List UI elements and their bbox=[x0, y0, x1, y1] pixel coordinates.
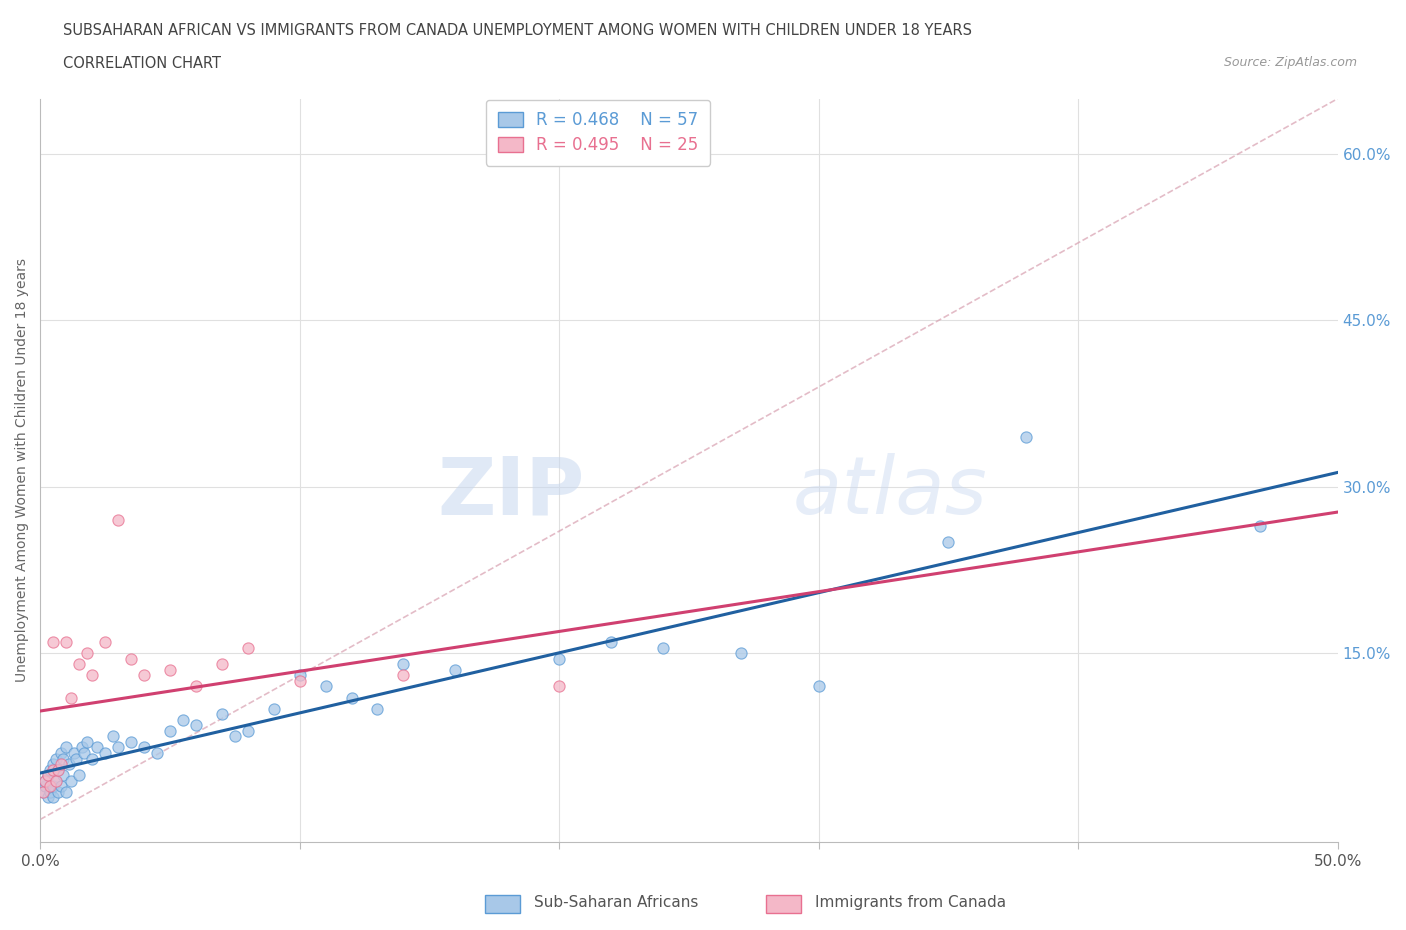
Point bbox=[366, 701, 388, 716]
Point bbox=[58, 757, 80, 772]
Point bbox=[31, 784, 53, 799]
Point bbox=[55, 634, 77, 649]
Point bbox=[42, 763, 65, 777]
Point bbox=[172, 712, 194, 727]
Point bbox=[392, 657, 415, 671]
Point bbox=[34, 773, 56, 788]
Point bbox=[444, 662, 467, 677]
Point bbox=[42, 757, 65, 772]
Point bbox=[236, 640, 259, 655]
Point bbox=[159, 724, 181, 738]
Point bbox=[34, 773, 56, 788]
Point bbox=[45, 773, 67, 788]
Point bbox=[39, 763, 62, 777]
Point bbox=[101, 729, 124, 744]
Point bbox=[42, 634, 65, 649]
Point bbox=[548, 651, 571, 666]
Point bbox=[52, 751, 75, 766]
Point bbox=[60, 773, 83, 788]
Point bbox=[55, 784, 77, 799]
Point bbox=[224, 729, 246, 744]
Point bbox=[45, 773, 67, 788]
Point bbox=[211, 707, 233, 722]
Point bbox=[60, 690, 83, 705]
Point bbox=[34, 778, 56, 793]
Point bbox=[132, 668, 155, 683]
Text: Source: ZipAtlas.com: Source: ZipAtlas.com bbox=[1223, 56, 1357, 69]
Point bbox=[52, 768, 75, 783]
Point bbox=[86, 740, 108, 755]
Point bbox=[46, 784, 69, 799]
Point bbox=[392, 668, 415, 683]
Point bbox=[94, 634, 117, 649]
Point bbox=[49, 778, 72, 793]
Point bbox=[73, 746, 96, 761]
Point bbox=[1249, 518, 1271, 533]
Point bbox=[49, 757, 72, 772]
Text: Sub-Saharan Africans: Sub-Saharan Africans bbox=[534, 895, 699, 910]
Point bbox=[70, 740, 93, 755]
Point bbox=[39, 778, 62, 793]
Point bbox=[600, 634, 623, 649]
Y-axis label: Unemployment Among Women with Children Under 18 years: Unemployment Among Women with Children U… bbox=[15, 259, 30, 683]
Point bbox=[39, 784, 62, 799]
Point bbox=[288, 673, 311, 688]
Point bbox=[31, 784, 53, 799]
Point bbox=[80, 668, 103, 683]
Point bbox=[55, 740, 77, 755]
Point bbox=[67, 768, 90, 783]
Point bbox=[263, 701, 285, 716]
Point bbox=[46, 763, 69, 777]
Point bbox=[67, 657, 90, 671]
Point bbox=[184, 718, 207, 733]
Point bbox=[65, 751, 87, 766]
Point bbox=[42, 778, 65, 793]
Point bbox=[42, 790, 65, 804]
Point bbox=[120, 651, 142, 666]
Point bbox=[46, 763, 69, 777]
Point bbox=[146, 746, 169, 761]
Point bbox=[132, 740, 155, 755]
Point bbox=[80, 751, 103, 766]
Point bbox=[1015, 430, 1038, 445]
Point bbox=[211, 657, 233, 671]
Point bbox=[807, 679, 830, 694]
Point bbox=[315, 679, 337, 694]
Point bbox=[651, 640, 673, 655]
Text: CORRELATION CHART: CORRELATION CHART bbox=[63, 56, 221, 71]
Point bbox=[94, 746, 117, 761]
Point bbox=[37, 790, 59, 804]
Text: SUBSAHARAN AFRICAN VS IMMIGRANTS FROM CANADA UNEMPLOYMENT AMONG WOMEN WITH CHILD: SUBSAHARAN AFRICAN VS IMMIGRANTS FROM CA… bbox=[63, 23, 973, 38]
Point bbox=[548, 679, 571, 694]
Point bbox=[37, 768, 59, 783]
Text: ZIP: ZIP bbox=[437, 454, 585, 531]
Point bbox=[340, 690, 363, 705]
Point bbox=[236, 724, 259, 738]
Point bbox=[49, 746, 72, 761]
Legend: R = 0.468    N = 57, R = 0.495    N = 25: R = 0.468 N = 57, R = 0.495 N = 25 bbox=[486, 100, 710, 166]
Point bbox=[45, 751, 67, 766]
Point bbox=[76, 735, 98, 750]
Point bbox=[288, 668, 311, 683]
Point bbox=[159, 662, 181, 677]
Point bbox=[63, 746, 86, 761]
Point bbox=[120, 735, 142, 750]
Point bbox=[938, 535, 960, 550]
Point bbox=[76, 645, 98, 660]
Text: atlas: atlas bbox=[793, 454, 987, 531]
Text: Immigrants from Canada: Immigrants from Canada bbox=[815, 895, 1007, 910]
Point bbox=[184, 679, 207, 694]
Point bbox=[107, 512, 129, 527]
Point bbox=[107, 740, 129, 755]
Point bbox=[730, 645, 752, 660]
Point bbox=[37, 768, 59, 783]
